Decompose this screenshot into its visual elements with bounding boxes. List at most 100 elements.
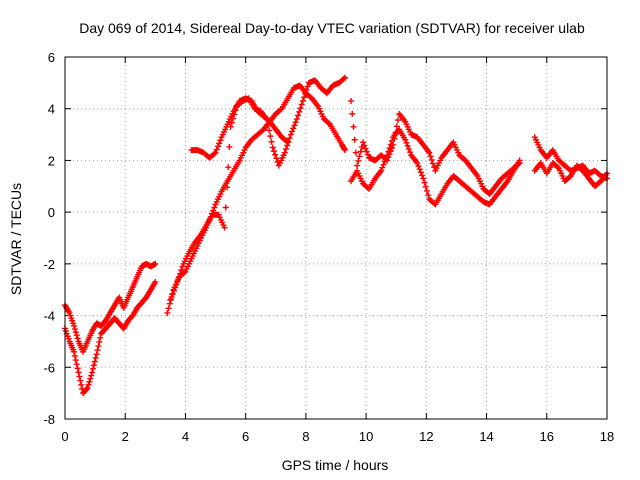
data-point-marker — [77, 377, 84, 384]
data-point-marker — [84, 384, 91, 391]
data-point-marker — [167, 297, 174, 304]
x-axis-label: GPS time / hours — [282, 457, 389, 473]
data-point-marker — [85, 381, 92, 388]
data-point-marker — [416, 166, 423, 173]
data-point-marker — [421, 179, 428, 186]
data-point-marker — [168, 293, 175, 300]
data-point-marker — [566, 173, 573, 180]
data-point-marker — [181, 269, 188, 276]
y-tick-label: -4 — [43, 309, 55, 324]
data-point-marker — [273, 155, 280, 162]
data-point-marker — [213, 146, 220, 153]
data-point-marker — [348, 97, 355, 104]
data-point-marker — [169, 290, 176, 297]
x-tick-label: 18 — [600, 429, 614, 444]
data-point-marker — [425, 192, 432, 199]
data-point-marker — [72, 357, 79, 364]
y-tick-label: 4 — [48, 102, 55, 117]
data-point-marker — [357, 148, 364, 155]
x-tick-label: 2 — [122, 429, 129, 444]
x-tick-label: 6 — [242, 429, 249, 444]
data-point-marker — [422, 183, 429, 190]
x-tick-label: 12 — [419, 429, 433, 444]
data-point-marker — [382, 155, 389, 162]
data-points — [62, 74, 610, 397]
data-point-marker — [384, 152, 391, 159]
data-point-marker — [78, 381, 85, 388]
data-point-marker — [355, 157, 362, 164]
data-point-marker — [76, 373, 83, 380]
data-point-marker — [177, 270, 184, 277]
data-point-marker — [90, 365, 97, 372]
data-point-marker — [301, 94, 308, 101]
data-point-marker — [395, 117, 402, 124]
data-point-marker — [267, 133, 274, 140]
data-point-marker — [91, 358, 98, 365]
data-point-marker — [296, 108, 303, 115]
data-point-marker — [414, 160, 421, 167]
data-point-marker — [297, 105, 304, 112]
data-point-marker — [71, 326, 78, 333]
data-point-marker — [360, 139, 367, 146]
data-point-marker — [389, 137, 396, 144]
data-point-marker — [277, 106, 284, 113]
data-point-marker — [93, 351, 100, 358]
data-point-marker — [304, 83, 311, 90]
data-point-marker — [405, 146, 412, 153]
data-point-marker — [96, 338, 103, 345]
data-point-marker — [363, 148, 370, 155]
data-point-marker — [291, 122, 298, 129]
data-point-marker — [90, 362, 97, 369]
x-tick-label: 10 — [359, 429, 373, 444]
plot-frame — [64, 56, 608, 420]
data-point-marker — [83, 386, 90, 393]
data-point-marker — [387, 141, 394, 148]
data-point-marker — [71, 352, 78, 359]
grid-lines — [65, 57, 607, 419]
data-point-marker — [92, 354, 99, 361]
data-point-marker — [429, 160, 436, 167]
data-point-marker — [386, 145, 393, 152]
y-tick-label: -6 — [43, 360, 55, 375]
data-point-marker — [173, 281, 180, 288]
data-point-marker — [88, 372, 95, 379]
data-point-marker — [72, 329, 79, 336]
data-point-marker — [381, 158, 388, 165]
data-point-marker — [94, 347, 101, 354]
chart-title: Day 069 of 2014, Sidereal Day-to-day VTE… — [79, 20, 585, 36]
data-point-marker — [303, 87, 310, 94]
data-point-marker — [221, 224, 228, 231]
data-point-marker — [216, 140, 223, 147]
data-point-marker — [340, 75, 347, 82]
data-point-marker — [417, 169, 424, 176]
data-point-marker — [364, 151, 371, 158]
data-point-marker — [402, 136, 409, 143]
data-point-marker — [354, 162, 361, 169]
data-point-marker — [266, 127, 273, 134]
data-point-marker — [295, 112, 302, 119]
data-point-marker — [97, 334, 104, 341]
data-point-marker — [380, 161, 387, 168]
data-point-marker — [95, 343, 102, 350]
y-tick-label: -8 — [43, 412, 55, 427]
data-point-marker — [292, 119, 299, 126]
data-point-marker — [554, 164, 561, 171]
data-point-marker — [349, 110, 356, 117]
data-point-marker — [74, 335, 81, 342]
data-point-marker — [73, 332, 80, 339]
data-point-marker — [516, 157, 523, 164]
data-point-marker — [73, 361, 80, 368]
y-tick-label: 2 — [48, 153, 55, 168]
data-point-marker — [325, 120, 332, 127]
data-point-marker — [356, 153, 363, 160]
data-point-marker — [342, 147, 349, 154]
y-axis-label: SDTVAR / TECUs — [8, 183, 24, 295]
data-point-marker — [211, 150, 218, 157]
data-point-marker — [286, 135, 293, 142]
axis-ticks: 0 2 4 6 8 10 12 14 16 18 -8 -6 -4 -2 0 2 4 6 — [43, 50, 614, 444]
data-point-marker — [281, 149, 288, 156]
data-point-marker — [426, 149, 433, 156]
data-point-marker — [352, 149, 359, 156]
data-point-marker — [165, 305, 172, 312]
data-point-marker — [351, 136, 358, 143]
